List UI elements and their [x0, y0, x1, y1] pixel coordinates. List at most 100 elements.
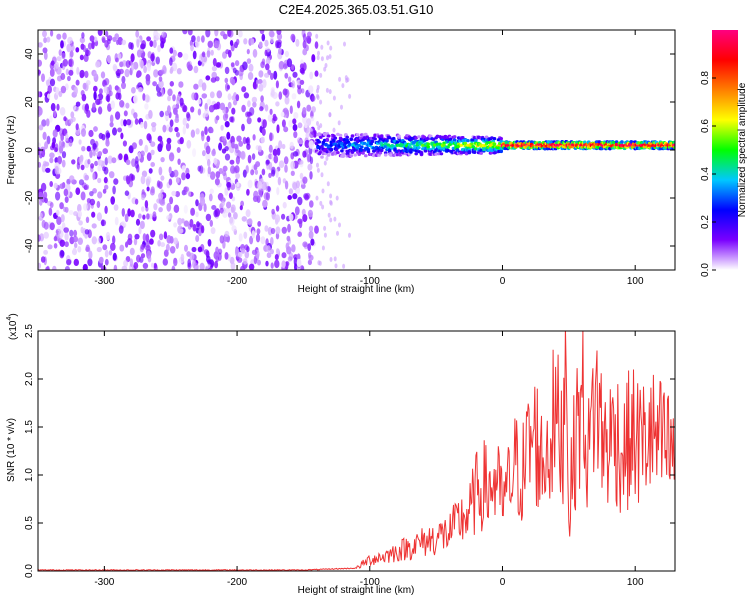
- heatmap-cell: [146, 62, 151, 72]
- heatmap-cell: [78, 156, 83, 165]
- heatmap-cell: [327, 212, 331, 218]
- heatmap-cell: [452, 135, 457, 139]
- heatmap-cell: [41, 73, 45, 82]
- heatmap-cell: [69, 118, 73, 124]
- snr-scale-note-text: (x10: [8, 320, 19, 340]
- heatmap-cell: [283, 126, 289, 133]
- heatmap-cell: [297, 122, 303, 129]
- heatmap-cell: [210, 49, 214, 56]
- heatmap-cell: [620, 140, 624, 144]
- heatmap-cell: [45, 118, 50, 127]
- heatmap-cell: [153, 262, 157, 269]
- heatmap-cell: [150, 186, 155, 194]
- heatmap-cell: [117, 127, 122, 133]
- heatmap-cell: [319, 123, 323, 129]
- heatmap-cell: [334, 263, 338, 269]
- heatmap-cell: [314, 142, 319, 146]
- heatmap-cell: [235, 145, 239, 154]
- heatmap-cell: [259, 30, 265, 35]
- heatmap-cell: [262, 119, 267, 129]
- heatmap-cell: [301, 88, 305, 94]
- heatmap-cell: [80, 43, 85, 50]
- heatmap-cell: [146, 176, 152, 184]
- heatmap-cell: [288, 213, 294, 221]
- heatmap-cell: [72, 235, 79, 243]
- heatmap-cell: [135, 30, 140, 38]
- heatmap-cell: [97, 177, 102, 184]
- heatmap-cell: [275, 80, 279, 89]
- heatmap-cell: [130, 209, 135, 218]
- heatmap-cell: [220, 124, 224, 131]
- heatmap-cell: [65, 68, 69, 76]
- heatmap-cell: [261, 33, 266, 42]
- snr-panel: -300 -200 -100 0 100 0.0 0.5 1.0 1.5 2.0 2.5 Heig…: [6, 313, 676, 596]
- heatmap-cell: [207, 40, 214, 48]
- heatmap-cell: [273, 70, 278, 80]
- heatmap-cell: [316, 167, 320, 173]
- heatmap-cell: [168, 166, 172, 174]
- heatmap-cell: [50, 30, 54, 37]
- heatmap-cell: [179, 97, 184, 106]
- heatmap-cell: [134, 233, 140, 240]
- heatmap-cell: [325, 156, 329, 161]
- heatmap-cell: [138, 138, 143, 146]
- heatmap-cell: [65, 133, 69, 142]
- heatmap-cell: [370, 139, 375, 144]
- heatmap-cell: [323, 160, 327, 166]
- heatmap-cell: [142, 233, 147, 242]
- heatmap-cell: [84, 184, 90, 190]
- heatmap-cell: [98, 88, 103, 95]
- heatmap-cell: [231, 225, 237, 232]
- heatmap-cell: [414, 152, 419, 156]
- heatmap-cell: [228, 192, 233, 200]
- heatmap-cell: [278, 47, 283, 55]
- heatmap-cell: [297, 196, 303, 206]
- heatmap-cell: [323, 225, 327, 231]
- heatmap-cell: [230, 204, 236, 213]
- heatmap-cell: [150, 53, 155, 62]
- heatmap-cell: [309, 171, 313, 180]
- heatmap-cell: [214, 260, 219, 269]
- heatmap-cell: [214, 40, 220, 48]
- heatmap-cell: [356, 133, 360, 137]
- heatmap-cell: [265, 191, 270, 201]
- heatmap-cell: [269, 108, 273, 115]
- heatmap-cell: [325, 150, 330, 154]
- heatmap-cell: [463, 141, 468, 145]
- heatmap-cell: [205, 152, 211, 161]
- heatmap-cell: [289, 141, 294, 149]
- heatmap-cell: [258, 70, 264, 78]
- heatmap-cell: [127, 233, 133, 241]
- heatmap-cell: [195, 199, 199, 207]
- heatmap-cell: [42, 131, 47, 140]
- heatmap-cell: [161, 31, 166, 38]
- heatmap-cell: [486, 140, 490, 144]
- heatmap-cell: [136, 70, 142, 78]
- heatmap-cell: [326, 40, 330, 46]
- heatmap-cell: [284, 96, 290, 105]
- heatmap-cell: [314, 225, 319, 234]
- heatmap-x-tick-label: -100: [360, 276, 380, 287]
- heatmap-cell: [222, 113, 228, 122]
- heatmap-cell: [326, 153, 331, 157]
- snr-y-ticks: 0.0 0.5 1.0 1.5 2.0 2.5: [24, 324, 675, 578]
- heatmap-cell: [149, 40, 154, 47]
- heatmap-cell: [165, 142, 172, 152]
- heatmap-cell: [158, 207, 163, 213]
- heatmap-cell: [91, 211, 96, 218]
- heatmap-cell: [297, 139, 304, 145]
- heatmap-cell: [289, 105, 293, 114]
- heatmap-cell: [158, 181, 163, 190]
- heatmap-cell: [104, 205, 108, 214]
- heatmap-cell: [47, 85, 52, 94]
- heatmap-cell: [255, 233, 261, 243]
- heatmap-cell: [155, 56, 160, 65]
- heatmap-cell: [224, 153, 231, 161]
- heatmap-cell: [166, 137, 172, 144]
- heatmap-cell: [288, 252, 294, 261]
- heatmap-cell: [324, 142, 328, 146]
- heatmap-cell: [97, 30, 103, 36]
- heatmap-cell: [120, 118, 124, 127]
- heatmap-cell: [243, 92, 250, 99]
